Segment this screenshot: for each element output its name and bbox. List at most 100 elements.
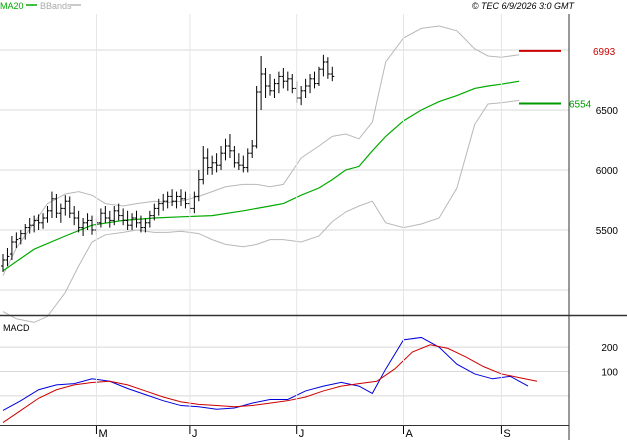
resistance-label: 6993 — [593, 47, 616, 58]
signal-line — [2, 344, 538, 423]
ohlc-bar — [308, 74, 313, 94]
ohlc-bar — [245, 148, 250, 173]
ohlc-bar — [76, 210, 81, 233]
price-tick-label: 6500 — [596, 106, 619, 117]
ohlc-bar — [14, 232, 19, 248]
ohlc-bar — [192, 191, 197, 214]
ohlc-bar — [85, 213, 90, 230]
ohlc-bar — [196, 170, 201, 202]
ohlc-bar — [112, 206, 117, 226]
month-label: J — [299, 428, 305, 440]
ohlc-bar — [81, 218, 86, 236]
ohlc-bar — [45, 206, 50, 223]
ohlc-bar — [161, 194, 166, 211]
ohlc-bar — [276, 71, 281, 94]
ohlc-bar — [170, 189, 175, 206]
macd-panel: 200 100 — [0, 336, 618, 423]
ohlc-bar — [116, 203, 121, 221]
ohlc-bar — [205, 148, 210, 175]
ohlc-bar — [290, 74, 295, 94]
ohlc-bar — [1, 254, 5, 272]
legend-ma20: MA20 — [0, 1, 24, 11]
ohlc-bar — [147, 210, 152, 228]
ohlc-bar — [134, 210, 139, 228]
ohlc-bar — [36, 214, 41, 230]
ohlc-bar — [303, 78, 308, 98]
ohlc-bar — [232, 146, 237, 168]
ohlc-bar — [32, 215, 37, 233]
month-label: A — [406, 428, 414, 440]
ohlc-bar — [58, 203, 63, 223]
ohlc-bar — [263, 68, 268, 98]
copyright-notice: © TEC 6/9/2026 3:0 GMT — [472, 1, 576, 11]
ohlc-bar — [63, 195, 68, 216]
ohlc-bar — [138, 215, 143, 233]
ohlc-bar — [330, 66, 335, 82]
ohlc-bar — [281, 68, 286, 89]
ohlc-bar — [316, 66, 321, 86]
ohlc-bar — [23, 224, 28, 240]
ohlc-bar — [210, 155, 215, 175]
macd-tick-label: 100 — [601, 368, 618, 379]
ohlc-bar — [241, 155, 246, 173]
ohlc-bar — [223, 138, 228, 161]
ohlc-bar — [121, 208, 126, 226]
ohlc-bar — [143, 218, 148, 233]
month-label: S — [503, 428, 510, 440]
ohlc-bar — [67, 196, 72, 218]
macd-tick-label: 200 — [601, 343, 618, 354]
price-tick-label: 6000 — [596, 166, 619, 177]
ohlc-bar — [299, 86, 304, 106]
ohlc-bar — [236, 153, 241, 170]
support-label: 6554 — [569, 100, 592, 111]
ohlc-bar — [98, 208, 103, 228]
ohlc-bar — [125, 210, 130, 230]
ma20-line — [2, 80, 520, 272]
ohlc-bar — [201, 146, 206, 185]
ohlc-bar — [18, 230, 23, 245]
ohlc-bar — [49, 191, 54, 218]
ohlc-bar — [5, 248, 10, 266]
legend-bbands: BBands — [40, 1, 72, 11]
ohlc-bar — [152, 203, 157, 221]
ohlc-bar — [107, 210, 112, 228]
ohlc-bar — [312, 71, 317, 89]
ohlc-bar — [165, 191, 170, 209]
ohlc-bar — [259, 56, 264, 110]
ohlc-bar — [174, 191, 179, 209]
macd-line — [2, 336, 529, 411]
ohlc-bar — [268, 74, 272, 96]
panel-frames — [0, 14, 627, 440]
ohlc-bar — [325, 57, 330, 79]
ohlc-bar — [183, 191, 188, 209]
ohlc-bar — [41, 213, 46, 229]
ohlc-bar — [250, 140, 255, 158]
bollinger-bands — [2, 25, 520, 323]
price-levels: 6993 6554 — [519, 47, 616, 111]
macd-title: MACD — [3, 323, 30, 333]
month-label: M — [98, 428, 107, 440]
ohlc-bar — [179, 189, 183, 206]
ohlc-bar — [254, 86, 259, 149]
ohlc-bar — [272, 78, 277, 98]
ohlc-bar — [321, 54, 326, 77]
ohlc-bar — [156, 198, 161, 216]
chart-header: MA20 BBands © TEC 6/9/2026 3:0 GMT — [0, 1, 575, 11]
ohlc-bar — [103, 206, 108, 223]
ohlc-bar — [130, 213, 135, 230]
ohlc-bar — [285, 71, 290, 91]
bband-upper-line — [2, 25, 520, 276]
ohlc-bar — [54, 194, 59, 218]
ohlc-bar — [214, 153, 219, 173]
month-label: J — [192, 428, 198, 440]
bband-lower-line — [2, 99, 520, 323]
ohlc-bar — [9, 236, 14, 260]
ohlc-bar — [219, 146, 224, 170]
price-tick-label: 5500 — [596, 226, 619, 237]
ohlc-bar — [72, 206, 77, 226]
ma20-polyline — [2, 80, 520, 272]
ohlc-bar — [27, 218, 32, 234]
ohlc-bar — [90, 215, 94, 235]
